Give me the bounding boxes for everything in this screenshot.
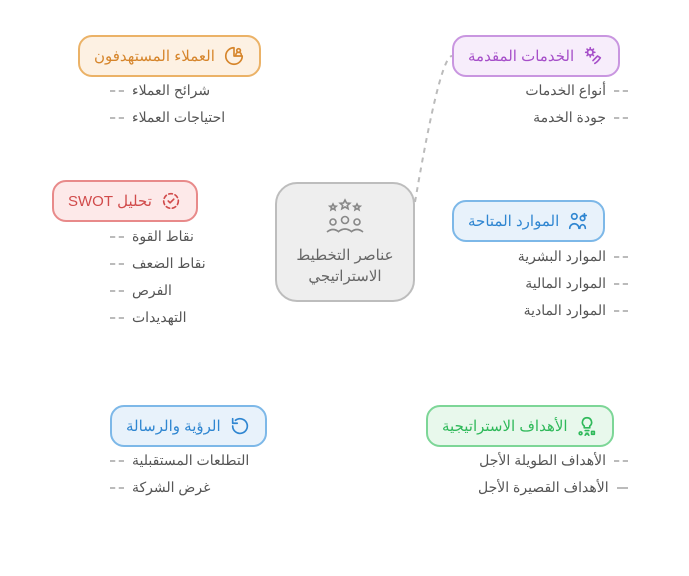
sub-label: الموارد المادية [524,302,606,319]
branch-label: الخدمات المقدمة [468,47,574,65]
sub-label: التهديدات [132,309,187,326]
dash-icon [614,283,628,285]
refresh-icon [229,415,251,437]
sub-label: الفرص [132,282,172,299]
gear-hand-icon [582,45,604,67]
branch-services: الخدمات المقدمة [452,35,620,77]
sub-label: الأهداف القصيرة الأجل [478,479,609,496]
sublist-vision: التطلعات المستقبلية غرض الشركة [110,452,249,506]
branch-customers: العملاء المستهدفون [78,35,261,77]
sub-item: الأهداف القصيرة الأجل [478,479,628,496]
branch-resources: الموارد المتاحة [452,200,605,242]
branch-label: تحليل SWOT [68,192,152,210]
sub-item: التطلعات المستقبلية [110,452,249,469]
dash-icon [614,90,628,92]
sub-label: نقاط القوة [132,228,194,245]
sub-item: التهديدات [110,309,206,326]
dash-icon [110,263,124,265]
dash-icon [110,290,124,292]
sub-label: جودة الخدمة [533,109,606,126]
sub-item: الموارد المادية [478,302,628,319]
dash-icon [110,236,124,238]
sub-item: نقاط الضعف [110,255,206,272]
dash-icon [110,317,124,319]
sub-item: أنواع الخدمات [478,82,628,99]
branch-label: الأهداف الاستراتيجية [442,417,568,435]
dash-icon [110,487,124,489]
sub-item: احتياجات العملاء [110,109,225,126]
sub-item: شرائح العملاء [110,82,225,99]
sub-label: الأهداف الطويلة الأجل [479,452,606,469]
dash-icon [614,310,628,312]
dash-icon [110,460,124,462]
pie-people-icon [223,45,245,67]
sub-item: الأهداف الطويلة الأجل [478,452,628,469]
people-stars-icon [324,198,366,239]
dash-icon [617,487,628,489]
dash-icon [614,117,628,119]
bulb-icon [576,415,598,437]
people-icon [567,210,589,232]
sub-label: نقاط الضعف [132,255,206,272]
dash-icon [110,117,124,119]
sub-item: غرض الشركة [110,479,249,496]
sublist-services: أنواع الخدمات جودة الخدمة [478,82,628,136]
sub-label: احتياجات العملاء [132,109,225,126]
center-label: عناصر التخطيط الاستراتيجي [287,245,403,287]
sublist-swot: نقاط القوة نقاط الضعف الفرص التهديدات [110,228,206,336]
branch-swot: تحليل SWOT [52,180,198,222]
sublist-resources: الموارد البشرية الموارد المالية الموارد ال… [478,248,628,329]
center-node: عناصر التخطيط الاستراتيجي [275,182,415,302]
sub-item: الفرص [110,282,206,299]
dash-icon [110,90,124,92]
branch-vision: الرؤية والرسالة [110,405,267,447]
sub-label: الموارد المالية [525,275,606,292]
sub-item: الموارد البشرية [478,248,628,265]
branch-goals: الأهداف الاستراتيجية [426,405,614,447]
branch-label: العملاء المستهدفون [94,47,215,65]
sub-item: جودة الخدمة [478,109,628,126]
sub-label: غرض الشركة [132,479,210,496]
sublist-customers: شرائح العملاء احتياجات العملاء [110,82,225,136]
dashed-circle-icon [160,190,182,212]
sub-label: الموارد البشرية [518,248,606,265]
sub-item: نقاط القوة [110,228,206,245]
branch-label: الموارد المتاحة [468,212,559,230]
branch-label: الرؤية والرسالة [126,417,221,435]
dash-icon [614,460,628,462]
sub-label: أنواع الخدمات [525,82,606,99]
dash-icon [614,256,628,258]
sub-label: شرائح العملاء [132,82,210,99]
sublist-goals: الأهداف الطويلة الأجل الأهداف القصيرة الأ… [478,452,628,506]
sub-label: التطلعات المستقبلية [132,452,249,469]
sub-item: الموارد المالية [478,275,628,292]
